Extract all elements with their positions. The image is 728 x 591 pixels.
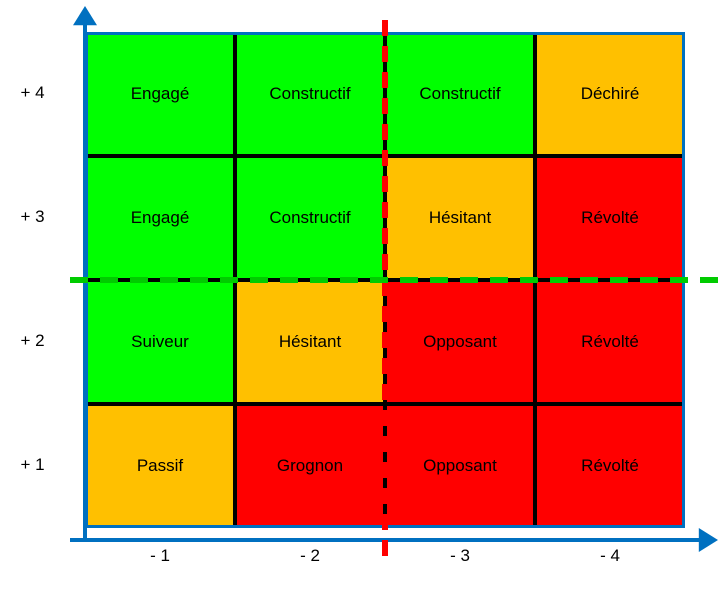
matrix-cell: Constructif — [385, 32, 535, 156]
matrix-cell-label: Déchiré — [581, 84, 640, 104]
matrix-cell: Suiveur — [85, 280, 235, 404]
matrix-cell-label: Engagé — [131, 84, 190, 104]
x-axis-label: - 2 — [235, 546, 385, 566]
matrix-cell: Révolté — [535, 404, 685, 528]
matrix-cell-label: Constructif — [419, 84, 500, 104]
x-axis-label: - 4 — [535, 546, 685, 566]
matrix-cell-label: Engagé — [131, 208, 190, 228]
matrix-cell: Opposant — [385, 404, 535, 528]
matrix-cell-label: Révolté — [581, 456, 639, 476]
matrix-cell-label: Révolté — [581, 208, 639, 228]
matrix-cell-label: Passif — [137, 456, 183, 476]
matrix-cell: Déchiré — [535, 32, 685, 156]
matrix-cell-label: Suiveur — [131, 332, 189, 352]
matrix-cell: Grognon — [235, 404, 385, 528]
y-axis-label: + 3 — [0, 207, 65, 227]
matrix-cell: Engagé — [85, 156, 235, 280]
matrix-cell-label: Hésitant — [429, 208, 491, 228]
matrix-cell-label: Hésitant — [279, 332, 341, 352]
matrix-cell: Constructif — [235, 32, 385, 156]
matrix-cell: Révolté — [535, 156, 685, 280]
matrix-cell: Passif — [85, 404, 235, 528]
y-axis-label: + 1 — [0, 455, 65, 475]
matrix-cell-label: Grognon — [277, 456, 343, 476]
matrix-diagram: Engagé Constructif Constructif Déchiré Engag… — [0, 0, 728, 591]
x-axis-label: - 1 — [85, 546, 235, 566]
x-axis-arrow — [699, 528, 718, 552]
x-axis-label: - 3 — [385, 546, 535, 566]
matrix-cell-label: Constructif — [269, 84, 350, 104]
matrix-cell-label: Constructif — [269, 208, 350, 228]
matrix-cell: Hésitant — [385, 156, 535, 280]
matrix-cell-label: Révolté — [581, 332, 639, 352]
y-axis-arrow — [73, 6, 97, 25]
matrix-cell-label: Opposant — [423, 456, 497, 476]
matrix-cell-label: Opposant — [423, 332, 497, 352]
y-axis-label: + 4 — [0, 83, 65, 103]
matrix-cell: Hésitant — [235, 280, 385, 404]
y-axis-label: + 2 — [0, 331, 65, 351]
matrix-cell: Opposant — [385, 280, 535, 404]
matrix-cell: Constructif — [235, 156, 385, 280]
matrix-cell: Révolté — [535, 280, 685, 404]
matrix-cell: Engagé — [85, 32, 235, 156]
